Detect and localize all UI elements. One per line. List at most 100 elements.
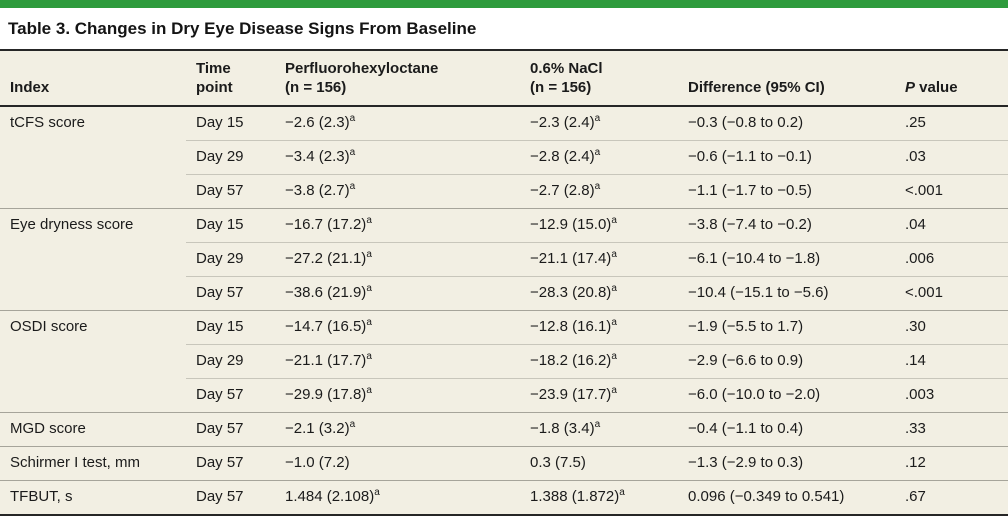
cell-diff: −2.9 (−6.6 to 0.9): [678, 344, 895, 378]
cell-index: [0, 344, 186, 378]
cell-value: Day 15: [196, 318, 244, 335]
table-header: Index Time point Perfluorohexyloctane (n = 1…: [0, 49, 1008, 107]
footnote-marker: a: [619, 487, 625, 498]
column-header-label: (n = 156): [530, 79, 592, 96]
cell-value: −3.8 (2.7): [285, 182, 350, 199]
cell-value: .67: [905, 488, 926, 505]
cell-value: .006: [905, 250, 935, 267]
cell-value: .25: [905, 114, 926, 131]
footnote-marker: a: [366, 283, 372, 294]
cell-value: .30: [905, 318, 926, 335]
cell-value: −1.8 (3.4): [530, 420, 595, 437]
cell-value: −0.4 (−1.1 to 0.4): [688, 420, 804, 437]
table-row: MGD score Day 57 −2.1 (3.2)a −1.8 (3.4)a −0.…: [0, 412, 1008, 446]
cell-p: .03: [895, 140, 1008, 174]
cell-value: −38.6 (21.9): [285, 284, 367, 301]
table-row: Day 57 −29.9 (17.8)a −23.9 (17.7)a −6.0 (−1…: [0, 378, 1008, 412]
footnote-marker: a: [611, 385, 617, 396]
cell-diff: −0.6 (−1.1 to −0.1): [678, 140, 895, 174]
cell-value: Day 29: [196, 352, 244, 369]
column-header-label: Difference (95% CI): [688, 79, 825, 96]
cell-index: [0, 378, 186, 412]
cell-nacl: −2.3 (2.4)a: [520, 107, 678, 140]
cell-nacl: −18.2 (16.2)a: [520, 344, 678, 378]
column-header-label: Perfluorohexyloctane: [285, 60, 439, 77]
cell-p: .003: [895, 378, 1008, 412]
cell-nacl: −12.8 (16.1)a: [520, 310, 678, 344]
footnote-marker: a: [374, 487, 380, 498]
cell-value: Day 57: [196, 182, 244, 199]
cell-value: Day 57: [196, 284, 244, 301]
cell-index: [0, 174, 186, 208]
cell-diff: −1.3 (−2.9 to 0.3): [678, 446, 895, 480]
column-header-time: Time point: [186, 49, 275, 107]
table-row: Day 57 −3.8 (2.7)a −2.7 (2.8)a −1.1 (−1.7 t…: [0, 174, 1008, 208]
cell-value: Day 15: [196, 114, 244, 131]
table-row: Eye dryness score Day 15 −16.7 (17.2)a −12.…: [0, 208, 1008, 242]
cell-value: Day 29: [196, 148, 244, 165]
cell-pfho: −2.6 (2.3)a: [275, 107, 520, 140]
footnote-marker: a: [611, 317, 617, 328]
footnote-marker: a: [611, 249, 617, 260]
cell-value: −2.8 (2.4): [530, 148, 595, 165]
footnote-marker: a: [366, 385, 372, 396]
cell-p: .33: [895, 412, 1008, 446]
cell-index: Schirmer I test, mm: [0, 446, 186, 480]
cell-value: <.001: [905, 182, 943, 199]
cell-value: −21.1 (17.4): [530, 250, 612, 267]
cell-value: −1.0 (7.2): [285, 454, 350, 471]
table-row: Schirmer I test, mm Day 57 −1.0 (7.2) 0.3 (…: [0, 446, 1008, 480]
cell-p: .14: [895, 344, 1008, 378]
table-row: TFBUT, s Day 57 1.484 (2.108)a 1.388 (1.872…: [0, 480, 1008, 516]
cell-value: −14.7 (16.5): [285, 318, 367, 335]
cell-value: −3.4 (2.3): [285, 148, 350, 165]
cell-time: Day 29: [186, 140, 275, 174]
column-header-label: Time: [196, 60, 231, 77]
cell-diff: −1.1 (−1.7 to −0.5): [678, 174, 895, 208]
cell-value: −2.1 (3.2): [285, 420, 350, 437]
column-header-nacl: 0.6% NaCl (n = 156): [520, 49, 678, 107]
table-row: tCFS score Day 15 −2.6 (2.3)a −2.3 (2.4)a −0…: [0, 107, 1008, 140]
cell-diff: −3.8 (−7.4 to −0.2): [678, 208, 895, 242]
accent-bar: [0, 0, 1008, 8]
cell-diff: −0.3 (−0.8 to 0.2): [678, 107, 895, 140]
p-italic: P: [905, 79, 916, 96]
cell-pfho: −29.9 (17.8)a: [275, 378, 520, 412]
cell-time: Day 57: [186, 276, 275, 310]
column-header-index: Index: [0, 49, 186, 107]
cell-diff: −6.1 (−10.4 to −1.8): [678, 242, 895, 276]
cell-p: .67: [895, 480, 1008, 516]
table-title: Table 3. Changes in Dry Eye Disease Sign…: [8, 19, 477, 38]
cell-value: Day 57: [196, 488, 244, 505]
cell-value: −12.9 (15.0): [530, 216, 612, 233]
cell-pfho: −14.7 (16.5)a: [275, 310, 520, 344]
footnote-marker: a: [611, 283, 617, 294]
cell-diff: −1.9 (−5.5 to 1.7): [678, 310, 895, 344]
cell-time: Day 15: [186, 310, 275, 344]
cell-time: Day 15: [186, 107, 275, 140]
cell-value: 1.484 (2.108): [285, 488, 375, 505]
footnote-marker: a: [594, 419, 601, 430]
cell-value: −2.7 (2.8): [530, 182, 595, 199]
cell-value: −10.4 (−15.1 to −5.6): [688, 284, 829, 301]
cell-p: .006: [895, 242, 1008, 276]
header-row: Index Time point Perfluorohexyloctane (n = 1…: [0, 49, 1008, 107]
footnote-marker: a: [611, 215, 617, 226]
cell-pfho: −16.7 (17.2)a: [275, 208, 520, 242]
cell-value: −28.3 (20.8): [530, 284, 612, 301]
cell-nacl: −21.1 (17.4)a: [520, 242, 678, 276]
cell-time: Day 29: [186, 242, 275, 276]
cell-time: Day 15: [186, 208, 275, 242]
cell-value: −2.9 (−6.6 to 0.9): [688, 352, 804, 369]
cell-value: −23.9 (17.7): [530, 386, 612, 403]
cell-value: .12: [905, 454, 926, 471]
cell-value: −6.1 (−10.4 to −1.8): [688, 250, 821, 267]
cell-index: MGD score: [0, 412, 186, 446]
footnote-marker: a: [366, 249, 372, 260]
cell-nacl: −2.8 (2.4)a: [520, 140, 678, 174]
cell-value: Day 57: [196, 386, 244, 403]
cell-pfho: −1.0 (7.2): [275, 446, 520, 480]
footnote-marker: a: [366, 317, 372, 328]
cell-value: <.001: [905, 284, 943, 301]
cell-pfho: −21.1 (17.7)a: [275, 344, 520, 378]
